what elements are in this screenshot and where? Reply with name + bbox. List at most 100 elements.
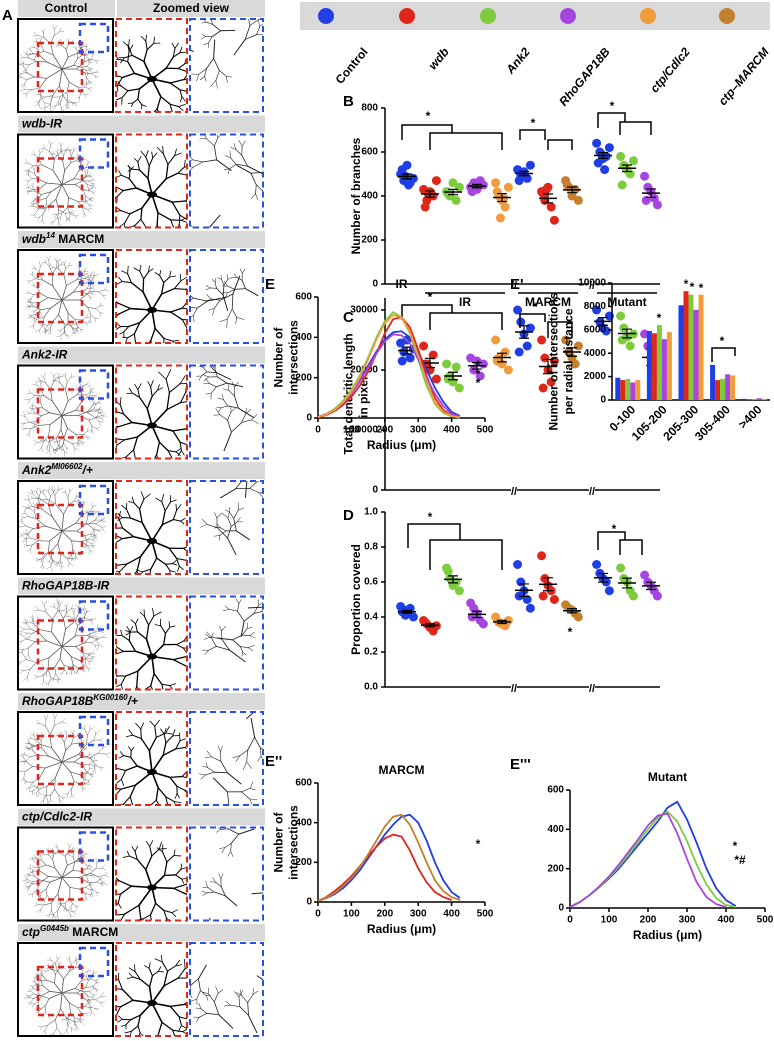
dendrite — [168, 156, 175, 165]
dendrite — [157, 45, 164, 52]
data-point — [547, 203, 556, 212]
dendrite — [250, 488, 260, 493]
dendrite — [173, 510, 176, 519]
dendrite — [220, 415, 228, 420]
dendrite — [141, 492, 144, 499]
dendrite — [192, 902, 194, 908]
legend-bar — [300, 2, 770, 30]
dendrite — [150, 915, 151, 924]
dendrite — [123, 856, 129, 857]
dendrite — [119, 171, 122, 176]
dendrite — [199, 1013, 207, 1017]
dendrite — [170, 104, 179, 106]
dendrite — [115, 685, 121, 688]
data-point — [597, 150, 606, 159]
dendrite — [282, 693, 284, 699]
dendrite — [170, 777, 182, 778]
dendrite — [225, 606, 229, 609]
dendrite — [230, 158, 236, 165]
data-point — [491, 336, 500, 345]
dendrite — [180, 383, 189, 384]
dendrite — [213, 878, 216, 883]
bar — [684, 291, 689, 400]
data-point — [526, 161, 535, 170]
row-label-part: Ank2 — [21, 463, 52, 477]
dendrite — [119, 277, 123, 281]
dendrite — [250, 632, 255, 636]
dendrite — [226, 1001, 231, 1005]
data-point — [504, 183, 513, 192]
dendrite — [249, 456, 252, 460]
dendrite — [169, 622, 170, 628]
significance-mark: * — [476, 837, 481, 851]
dendrite — [131, 620, 135, 624]
dendrite — [205, 757, 212, 758]
dendrite — [222, 513, 228, 517]
dendrite — [230, 164, 236, 168]
dendrite — [180, 90, 182, 97]
dendrite — [124, 756, 131, 758]
dendrite — [142, 105, 146, 107]
data-point — [444, 189, 453, 198]
dendrite — [239, 140, 242, 146]
dendrite — [229, 609, 237, 611]
dendrite — [123, 42, 128, 46]
dendrite — [174, 289, 185, 290]
dendrite — [235, 396, 239, 408]
dendrite — [124, 327, 129, 332]
data-point — [526, 604, 535, 613]
significance-mark: * — [533, 300, 538, 314]
significance-bracket — [430, 313, 502, 330]
chart-title: MARCM — [379, 763, 425, 777]
dendrite — [129, 39, 130, 46]
dendrite — [113, 988, 123, 989]
bar — [679, 305, 684, 400]
dendrite — [247, 627, 252, 628]
x-tick-label: 200 — [640, 915, 657, 926]
dendrite — [239, 997, 240, 1007]
dendrite — [156, 903, 164, 910]
dendrite — [194, 652, 200, 653]
y-axis-label: intersections — [287, 320, 301, 395]
dendrite — [154, 37, 155, 43]
dendrite — [122, 91, 128, 98]
dendrite — [172, 910, 178, 913]
y-tick-label: 0.6 — [364, 577, 378, 588]
dendrite — [238, 508, 244, 510]
dendrite — [236, 149, 242, 155]
dendrite — [201, 372, 206, 376]
dendrite — [134, 965, 135, 972]
soma — [147, 423, 157, 429]
data-point — [550, 216, 559, 225]
x-tick-label: 0 — [315, 909, 321, 920]
y-tick-label: 8000 — [584, 301, 607, 312]
dendrite — [251, 173, 256, 185]
dendrite — [218, 746, 220, 752]
dendrite — [174, 850, 175, 856]
significance-mark: * — [720, 334, 725, 348]
zoom-panel-red — [116, 481, 187, 574]
dendrite — [113, 528, 123, 529]
dendrite — [180, 442, 181, 450]
dendrite — [178, 167, 185, 173]
dendrite — [125, 214, 130, 223]
dendrite — [139, 905, 141, 919]
dendrite — [184, 160, 185, 167]
neuron-image — [202, 588, 288, 662]
dendrite — [192, 544, 197, 545]
dendrite — [197, 301, 207, 308]
group-label: IR — [459, 295, 471, 309]
legend-label: Control — [333, 45, 371, 87]
dendrite — [198, 965, 206, 979]
dendrite — [196, 947, 204, 952]
data-point — [444, 567, 453, 576]
dendrite — [229, 512, 233, 518]
dendrite — [255, 737, 261, 748]
neuron-image — [110, 146, 202, 239]
neuron-image — [180, 269, 258, 328]
dendrite — [149, 158, 152, 166]
dendrite — [146, 157, 149, 166]
row-label-part: RhoGAP18B-IR — [22, 579, 110, 593]
dendrite — [149, 751, 152, 772]
dendrite — [200, 138, 207, 139]
